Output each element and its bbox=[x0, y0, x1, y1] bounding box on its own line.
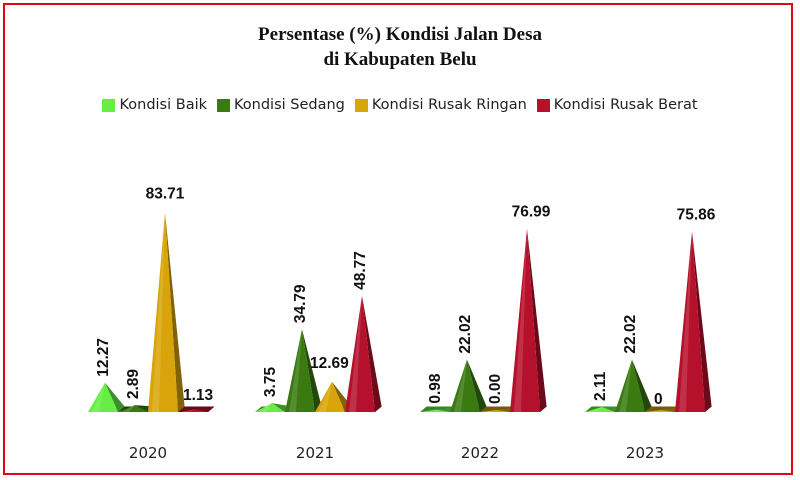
x-tick-label-2020: 2020 bbox=[129, 444, 167, 462]
chart-subtitle: di Kabupaten Belu bbox=[323, 49, 477, 70]
bar-side-2020-s0 bbox=[105, 382, 125, 412]
legend-swatch-kondisi-baik bbox=[102, 98, 116, 112]
data-label-2022-s1: 22.02 bbox=[457, 315, 474, 354]
data-label-2020-s2: 83.71 bbox=[146, 186, 185, 203]
data-label-2023-s1: 22.02 bbox=[622, 315, 639, 354]
data-label-2022-s2: 0.00 bbox=[487, 374, 504, 404]
x-tick-label-2023: 2023 bbox=[626, 444, 664, 462]
bar-highlight-2021-s1 bbox=[289, 329, 302, 412]
legend-label-kondisi-rusak-berat: Kondisi Rusak Berat bbox=[553, 97, 698, 113]
legend-swatch-kondisi-rusak-berat bbox=[536, 98, 550, 112]
legend-label-kondisi-sedang: Kondisi Sedang bbox=[234, 97, 345, 113]
data-label-2023-s3: 75.86 bbox=[677, 206, 716, 223]
bar-highlight-2020-s2 bbox=[152, 212, 165, 412]
bar-highlight-2022-s2 bbox=[484, 410, 497, 412]
chart-group-2022: 0.98 22.02 0.00 76.99 2022 bbox=[420, 204, 551, 462]
data-label-2023-s2: 0 bbox=[654, 391, 663, 408]
legend-item-kondisi-sedang: Kondisi Sedang bbox=[217, 97, 345, 113]
bar-highlight-2022-s0 bbox=[424, 409, 437, 412]
bar-highlight-2023-s1 bbox=[619, 359, 632, 412]
data-label-2022-s3: 76.99 bbox=[512, 204, 551, 221]
bar-highlight-2023-s2 bbox=[649, 410, 662, 412]
bar-side-2020-s2 bbox=[165, 212, 185, 412]
bar-highlight-2020-s0 bbox=[92, 382, 105, 412]
bar-highlight-2022-s1 bbox=[454, 359, 467, 412]
bar-highlight-2022-s3 bbox=[514, 228, 527, 412]
bar-side-2021-s3 bbox=[362, 295, 382, 412]
data-label-2021-s1: 34.79 bbox=[292, 284, 309, 323]
bar-highlight-2023-s3 bbox=[679, 231, 692, 412]
x-tick-label-2022: 2022 bbox=[461, 444, 499, 462]
chart-group-2021: 3.75 34.79 12.69 48.77 2021 bbox=[255, 251, 382, 462]
bar-highlight-2021-s0 bbox=[259, 403, 272, 412]
legend-item-kondisi-rusak-berat: Kondisi Rusak Berat bbox=[536, 97, 698, 113]
bar-highlight-2021-s2 bbox=[319, 381, 332, 412]
chart-frame bbox=[3, 3, 793, 475]
bar-side-2023-s3 bbox=[692, 231, 712, 412]
legend-swatch-kondisi-sedang bbox=[217, 98, 230, 112]
data-label-2023-s0: 2.11 bbox=[592, 371, 609, 401]
legend-item-kondisi-rusak-ringan: Kondisi Rusak Ringan bbox=[354, 97, 527, 113]
chart-group-2023: 2.11 22.02 0 75.86 2023 bbox=[585, 206, 716, 462]
data-label-2020-s0: 12.27 bbox=[95, 338, 112, 377]
data-label-2021-s2: 12.69 bbox=[310, 355, 349, 372]
legend-label-kondisi-rusak-ringan: Kondisi Rusak Ringan bbox=[371, 97, 527, 113]
data-label-2021-s3: 48.77 bbox=[352, 251, 369, 290]
chart-group-2020: 12.27 2.89 83.71 1.13 2020 bbox=[88, 186, 215, 462]
bar-side-2022-s3 bbox=[527, 228, 547, 412]
legend-item-kondisi-baik: Kondisi Baik bbox=[102, 97, 207, 113]
bar-highlight-2023-s0 bbox=[589, 406, 602, 412]
bar-highlight-2021-s3 bbox=[349, 295, 362, 412]
chart-title: Persentase (%) Kondisi Jalan Desa bbox=[258, 24, 542, 45]
bar-side-2022-s1 bbox=[467, 359, 487, 412]
bar-side-2020-s3 bbox=[195, 406, 215, 412]
chart-legend: Kondisi Baik Kondisi Sedang Kondisi Rusa… bbox=[40, 97, 760, 113]
data-label-2020-s1: 2.89 bbox=[125, 369, 142, 400]
data-label-2021-s0: 3.75 bbox=[262, 367, 279, 398]
legend-label-kondisi-baik: Kondisi Baik bbox=[119, 97, 207, 113]
legend-swatch-kondisi-rusak-ringan bbox=[354, 98, 368, 112]
data-label-2020-s3: 1.13 bbox=[183, 387, 214, 404]
bar-side-2021-s1 bbox=[302, 329, 322, 412]
bar-highlight-2020-s1 bbox=[122, 405, 135, 412]
bar-highlight-2020-s3 bbox=[182, 409, 195, 412]
x-tick-label-2021: 2021 bbox=[296, 444, 334, 462]
data-label-2022-s0: 0.98 bbox=[427, 373, 444, 404]
bar-side-2023-s1 bbox=[632, 359, 652, 412]
